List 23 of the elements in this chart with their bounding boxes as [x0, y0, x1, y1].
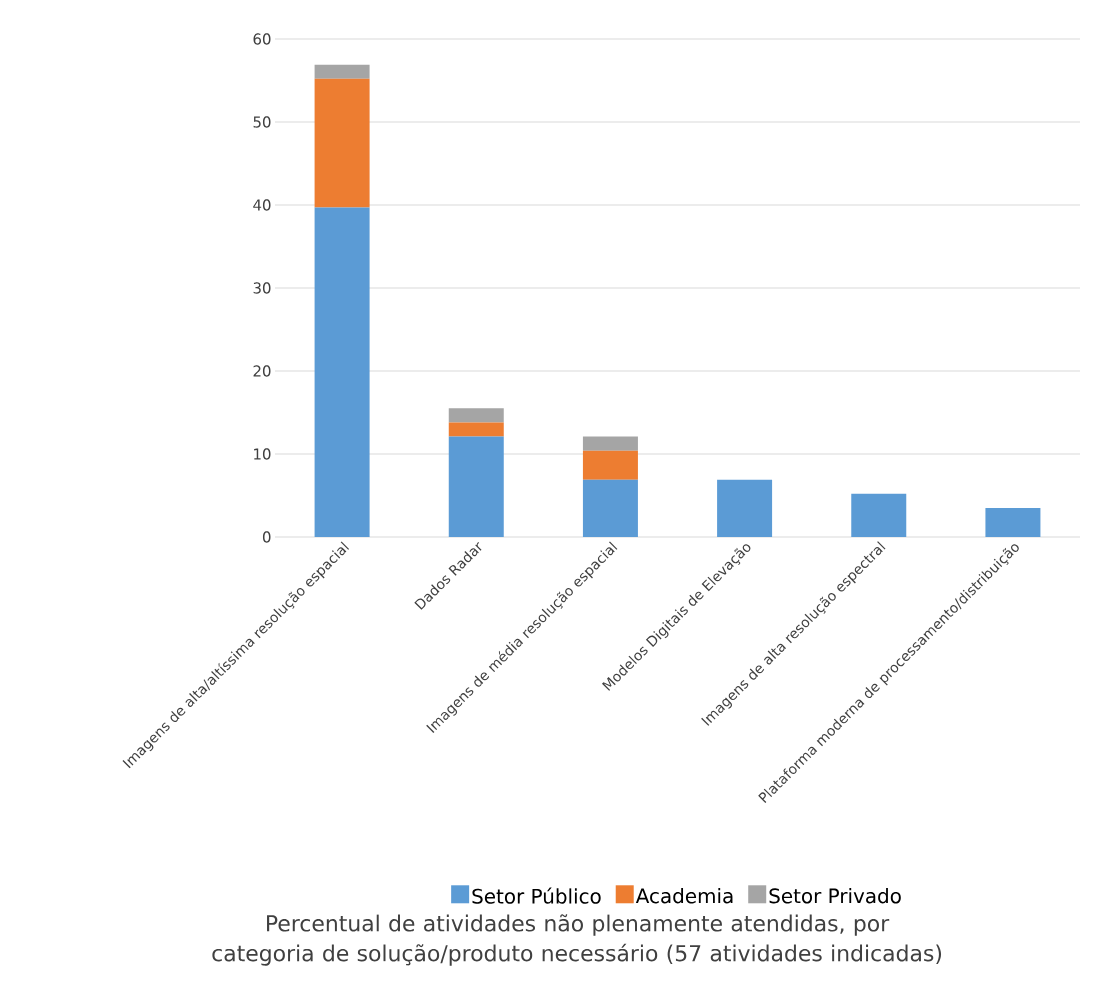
y-tick-label: 30 [253, 282, 271, 294]
bar [851, 493, 907, 537]
legend-label: Setor Público [472, 887, 601, 904]
legend-label: Academia [635, 887, 733, 904]
bar [582, 479, 638, 537]
y-tick-label: 40 [253, 199, 271, 211]
y-tick-label: 20 [253, 365, 271, 377]
bar [314, 207, 370, 537]
bar [582, 450, 638, 480]
bar [448, 436, 504, 537]
bar [448, 422, 504, 437]
bar [448, 408, 504, 423]
bar [985, 507, 1041, 537]
y-tick-label: 60 [253, 33, 271, 45]
y-tick-label: 10 [254, 448, 271, 460]
legend-label: Setor Privado [769, 887, 901, 904]
bar [314, 64, 370, 79]
y-tick-label: 0 [262, 531, 271, 543]
bar [717, 479, 773, 537]
text: Percentual de atividades não plenamente atendidas, por categoria de solução/produto necessário (57 atividades indicadas) [212, 914, 942, 966]
bar [314, 78, 370, 208]
bar [582, 436, 638, 451]
y-tick-label: 50 [253, 116, 271, 128]
